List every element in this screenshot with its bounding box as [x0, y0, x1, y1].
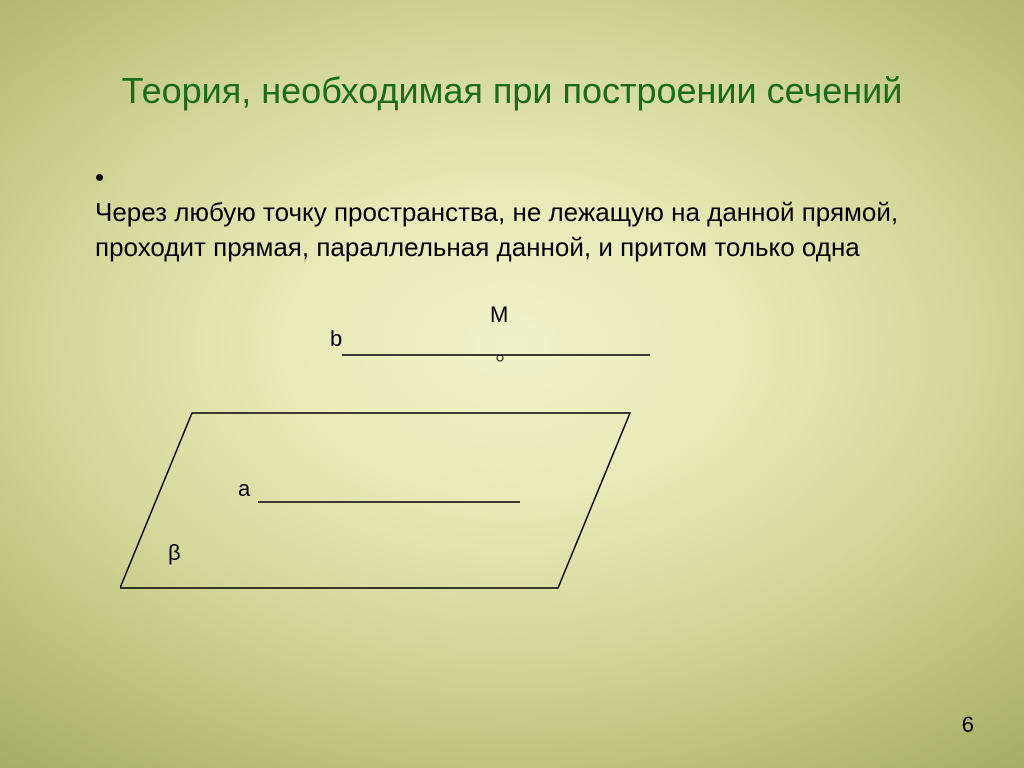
point-m-marker: [497, 355, 503, 361]
label-a: a: [238, 476, 250, 502]
plane-beta-shape: [120, 413, 630, 588]
theorem-text: • Через любую точку пространства, не леж…: [95, 160, 944, 265]
label-b: b: [330, 326, 342, 352]
diagram-svg: [120, 290, 680, 620]
page-number: 6: [962, 712, 974, 738]
theorem-content: Через любую точку пространства, не лежащ…: [95, 195, 909, 265]
bullet-marker: •: [95, 160, 125, 195]
geometry-diagram: b M a β: [120, 290, 680, 620]
label-beta: β: [168, 540, 181, 566]
slide-title: Теория, необходимая при построении сечен…: [0, 70, 1024, 112]
label-m: M: [490, 302, 508, 328]
